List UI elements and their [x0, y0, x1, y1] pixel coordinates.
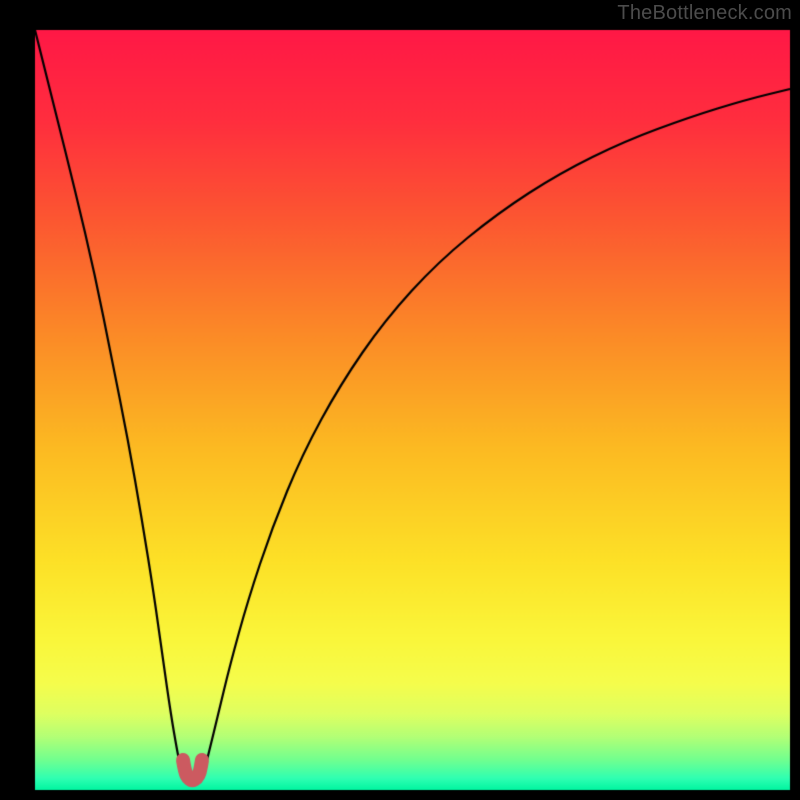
bottleneck-chart [0, 0, 800, 800]
